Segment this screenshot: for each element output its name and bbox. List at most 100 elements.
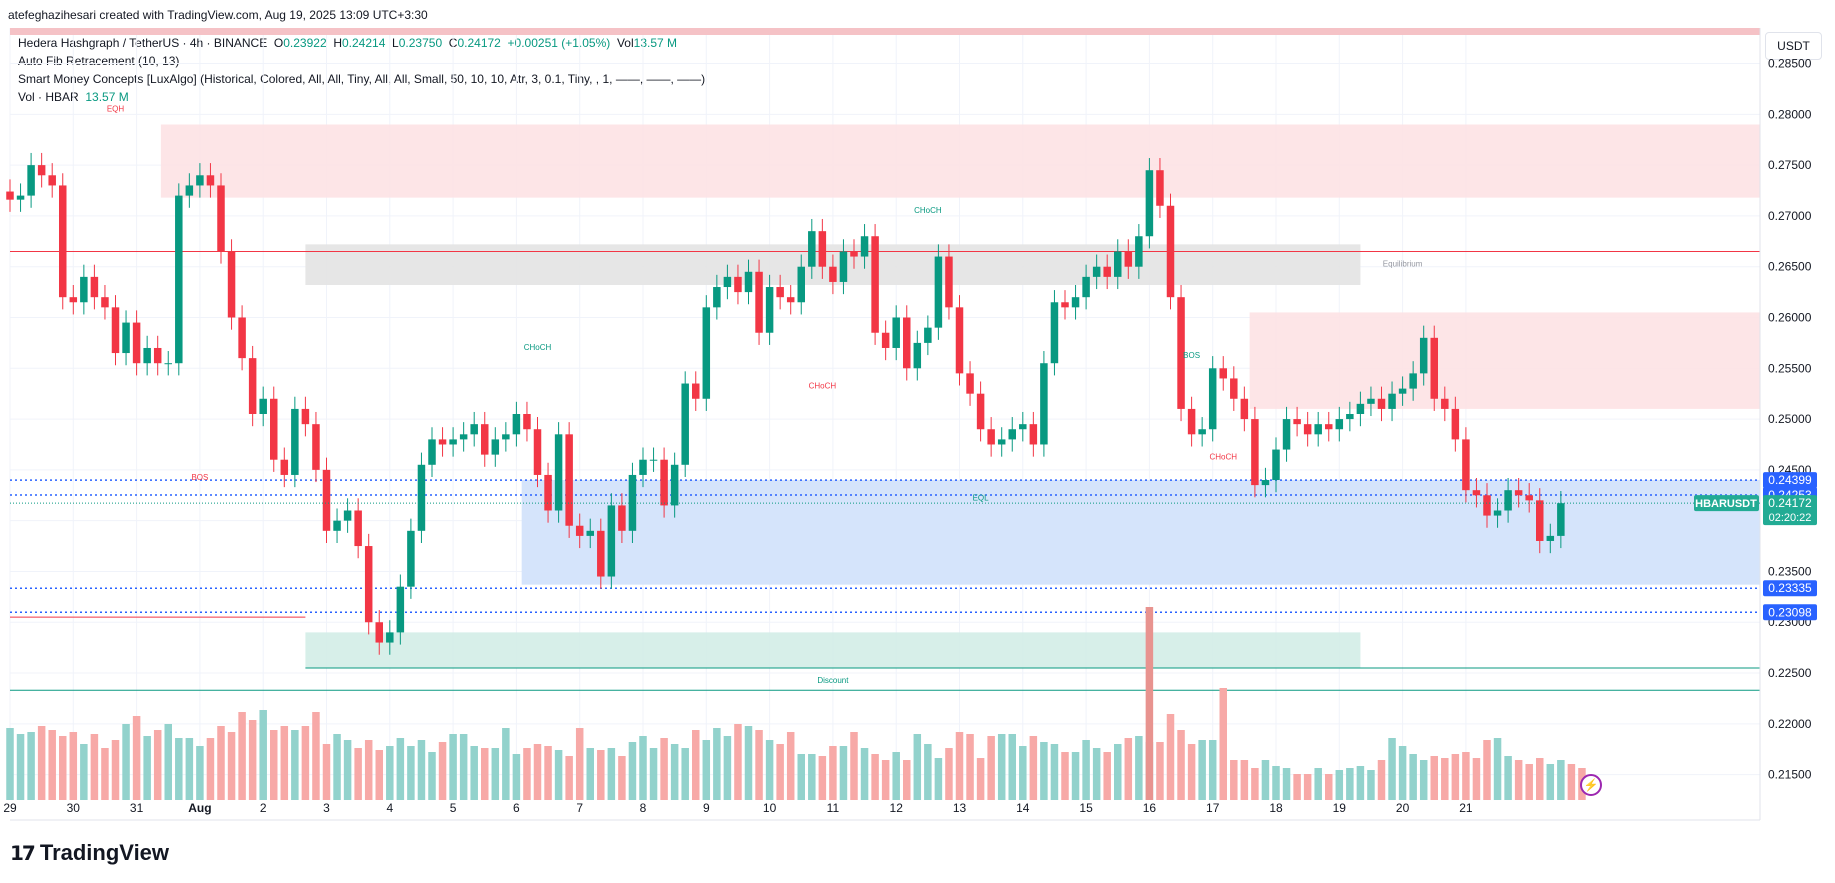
- o-value: 0.23922: [283, 36, 327, 50]
- volume-bar: [1230, 760, 1238, 800]
- candle-body: [6, 191, 14, 200]
- candle-body: [428, 439, 436, 465]
- candle-body: [639, 459, 647, 475]
- volume-bar: [618, 756, 626, 800]
- candle-body: [1166, 205, 1175, 298]
- indicator-volume[interactable]: Vol · HBAR 13.57 M: [18, 88, 705, 106]
- candle-body: [322, 469, 331, 531]
- candle-body: [860, 236, 869, 257]
- candle-body: [649, 459, 658, 461]
- volume-bar: [713, 728, 721, 800]
- volume-bar: [523, 748, 531, 800]
- volume-bar: [1040, 742, 1048, 800]
- candle-body: [1114, 251, 1122, 277]
- x-tick-label: 18: [1269, 801, 1283, 815]
- current-price-value: 0.24172: [1768, 496, 1812, 510]
- candle-body: [164, 363, 172, 365]
- candle-body: [1346, 414, 1354, 420]
- candle-body: [1388, 393, 1396, 409]
- y-tick-label: 0.23500: [1768, 564, 1812, 578]
- symbol-tag-bg: [1694, 495, 1759, 512]
- volume-bar: [670, 744, 679, 800]
- y-tick-label: 0.21500: [1768, 768, 1812, 782]
- volume-bar: [396, 738, 405, 800]
- volume-bar: [417, 740, 426, 800]
- candle-body: [1325, 424, 1333, 430]
- volume-bar: [111, 740, 120, 800]
- candle-body: [1525, 495, 1533, 501]
- candle-body: [881, 332, 890, 348]
- candle-body: [607, 505, 616, 577]
- volume-bar: [1061, 752, 1069, 800]
- volume-bar: [554, 750, 563, 800]
- candle-body: [1177, 297, 1185, 409]
- candle-body: [69, 297, 78, 303]
- x-tick-label: 2: [260, 801, 267, 815]
- y-tick-label: 0.28000: [1768, 107, 1812, 121]
- candle-body: [670, 464, 679, 506]
- candle-body: [132, 322, 141, 364]
- candle-body: [786, 297, 795, 303]
- volume-bar: [175, 738, 183, 800]
- x-tick-label: 19: [1333, 801, 1347, 815]
- volume-bar: [407, 746, 415, 800]
- volume-bar: [1261, 760, 1270, 800]
- volume-bar: [1303, 774, 1312, 800]
- volume-bar: [386, 746, 394, 800]
- volume-bar: [206, 738, 215, 800]
- volume-bar: [122, 724, 130, 800]
- volume-bar: [1282, 768, 1291, 800]
- lightning-icon[interactable]: ⚡: [1580, 774, 1602, 796]
- volume-bar: [892, 752, 900, 800]
- candle-body: [1124, 251, 1133, 267]
- volume-bar: [744, 726, 753, 800]
- volume-bar: [164, 724, 172, 800]
- candle-body: [1441, 398, 1449, 409]
- candle-body: [1419, 337, 1428, 374]
- volume-bar: [132, 716, 141, 800]
- volume-bar: [502, 728, 510, 800]
- symbol-name[interactable]: Hedera Hashgraph / TetherUS · 4h · BINAN…: [18, 36, 268, 50]
- symbol-row: Hedera Hashgraph / TetherUS · 4h · BINAN…: [18, 34, 705, 52]
- volume-bar: [364, 740, 373, 800]
- indicator-smc[interactable]: Smart Money Concepts [LuxAlgo] (Historic…: [18, 72, 706, 86]
- candle-body: [470, 424, 478, 435]
- candle-body: [734, 276, 742, 293]
- volume-bar: [1114, 744, 1122, 800]
- candle-body: [755, 271, 763, 333]
- candle-body: [618, 505, 626, 531]
- volume-bar: [512, 754, 521, 800]
- candle-body: [1557, 503, 1565, 536]
- choch-label-1: CHoCH: [524, 343, 552, 352]
- candle-body: [1356, 403, 1365, 414]
- candle-body: [1019, 424, 1027, 430]
- price-level-tag-bg: [1763, 604, 1817, 621]
- discount-zone: [305, 632, 1361, 668]
- chart-credit: atefeghazihesari created with TradingVie…: [8, 8, 428, 22]
- volume-bar: [755, 730, 763, 800]
- volume-bar: [1557, 760, 1565, 800]
- candle-body: [16, 195, 25, 200]
- indicator-fib[interactable]: Auto Fib Retracement (10, 13): [18, 54, 180, 68]
- volume-bar: [660, 738, 668, 800]
- candle-body: [1156, 170, 1164, 206]
- candle-body: [565, 434, 573, 526]
- volume-bar: [101, 748, 109, 800]
- volume-bar: [776, 744, 784, 800]
- brand-name: TradingView: [39, 840, 170, 865]
- volume-bar: [333, 734, 341, 800]
- volume-bar: [59, 736, 67, 800]
- candle-body: [597, 530, 605, 577]
- volume-bar: [1451, 754, 1460, 800]
- volume-bar: [69, 732, 78, 800]
- volume-bar: [692, 730, 700, 800]
- candle-body: [1261, 480, 1270, 486]
- volume-bar: [1050, 744, 1059, 800]
- candle-body: [692, 383, 700, 399]
- volume-bar: [1462, 752, 1470, 800]
- volume-bar: [945, 748, 953, 800]
- currency-button[interactable]: USDT: [1765, 32, 1822, 60]
- volume-bar: [734, 724, 742, 800]
- candle-body: [1514, 490, 1523, 496]
